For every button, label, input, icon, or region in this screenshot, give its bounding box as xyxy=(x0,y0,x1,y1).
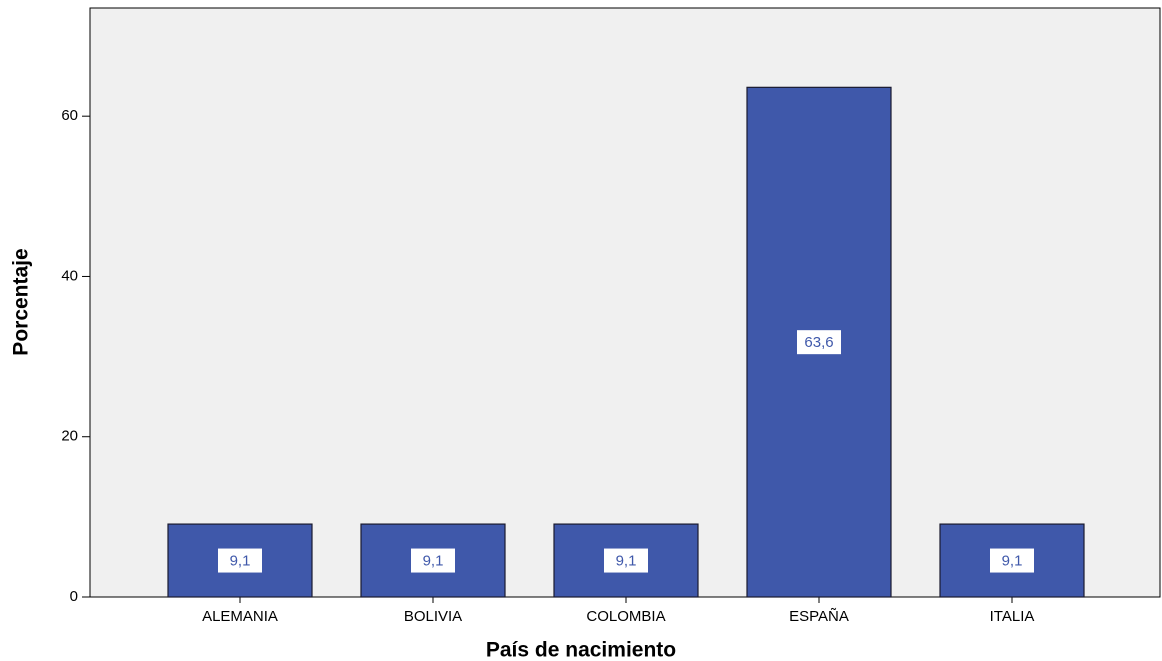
plot-area xyxy=(89,7,1161,598)
value-label: 9,1 xyxy=(230,553,251,570)
value-label: 63,6 xyxy=(804,334,833,351)
x-axis-title: País de nacimiento xyxy=(486,639,676,661)
x-tick-label: ITALIA xyxy=(990,608,1035,625)
y-tick-label: 0 xyxy=(70,588,78,605)
value-label-box xyxy=(797,330,841,355)
value-label-box xyxy=(990,548,1034,573)
x-tick-label: COLOMBIA xyxy=(586,608,665,625)
y-tick-label: 40 xyxy=(61,267,78,284)
x-tick-label: ESPAÑA xyxy=(789,608,849,625)
x-tick-label: ALEMANIA xyxy=(202,608,278,625)
value-label-box xyxy=(218,548,262,573)
value-label: 9,1 xyxy=(423,553,444,570)
value-label: 9,1 xyxy=(616,553,637,570)
y-tick-label: 60 xyxy=(61,107,78,124)
y-axis-title: Porcentaje xyxy=(10,248,33,355)
value-label-box xyxy=(411,548,455,573)
x-tick-label: BOLIVIA xyxy=(404,608,462,625)
value-label-box xyxy=(604,548,648,573)
value-label: 9,1 xyxy=(1002,553,1023,570)
y-tick-label: 20 xyxy=(61,428,78,445)
